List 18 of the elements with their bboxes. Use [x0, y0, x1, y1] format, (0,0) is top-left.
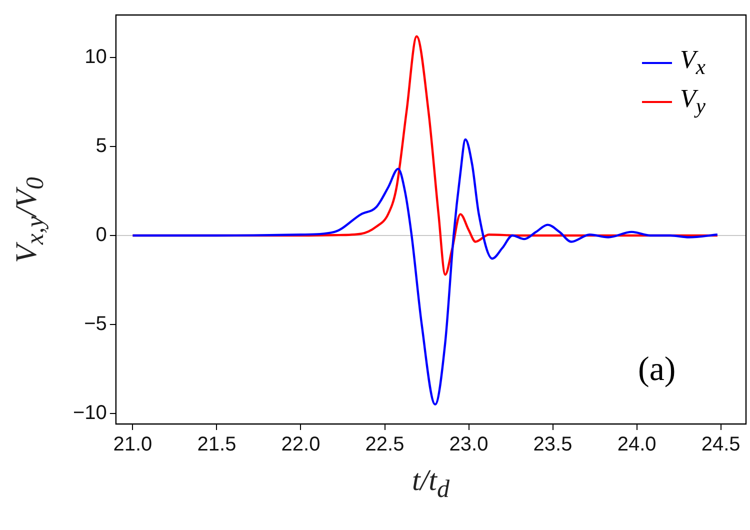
y-tick-label: 5 — [96, 135, 107, 158]
y-tick-label: 10 — [84, 46, 107, 68]
x-tick-label: 23.5 — [533, 434, 572, 456]
x-tick-label: 22.0 — [281, 434, 320, 456]
y-tick-label: 0 — [96, 224, 107, 246]
y-tick-label: −10 — [72, 402, 107, 424]
x-axis-title: t/t$_{d}$ — [412, 464, 450, 504]
line-series — [132, 138, 719, 406]
y-tick-label: −5 — [84, 312, 107, 335]
x-tick-label: 21.5 — [197, 434, 236, 456]
x-tick-label: 22.5 — [365, 434, 404, 456]
x-tick-label: 24.0 — [617, 434, 656, 456]
legend-label: V$_{x}$ — [680, 45, 706, 80]
legend-label: V$_{y}$ — [680, 84, 706, 120]
x-tick-label: 23.0 — [449, 434, 488, 456]
x-tick-label: 24.5 — [701, 434, 740, 456]
x-tick-label: 21.0 — [113, 434, 152, 456]
annotation: (a) — [638, 351, 676, 389]
